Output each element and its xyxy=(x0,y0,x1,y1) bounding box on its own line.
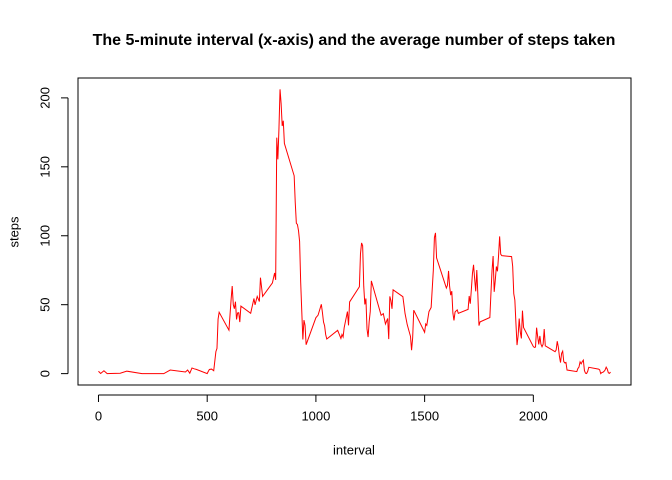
chart-title: The 5-minute interval (x-axis) and the a… xyxy=(93,32,616,49)
y-tick-label: 0 xyxy=(37,370,52,377)
data-line xyxy=(98,89,611,375)
x-tick-label: 2000 xyxy=(519,408,548,423)
y-tick-label: 150 xyxy=(37,156,52,178)
x-tick-label: 1000 xyxy=(301,408,330,423)
y-tick-label: 200 xyxy=(37,87,52,109)
x-axis-title: interval xyxy=(333,442,375,457)
y-axis-title: steps xyxy=(6,216,21,248)
x-tick-label: 1500 xyxy=(410,408,439,423)
x-tick-label: 500 xyxy=(196,408,218,423)
y-tick-label: 50 xyxy=(37,297,52,311)
x-tick-label: 0 xyxy=(95,408,102,423)
y-tick-label: 100 xyxy=(37,225,52,247)
plot-box xyxy=(77,77,632,386)
